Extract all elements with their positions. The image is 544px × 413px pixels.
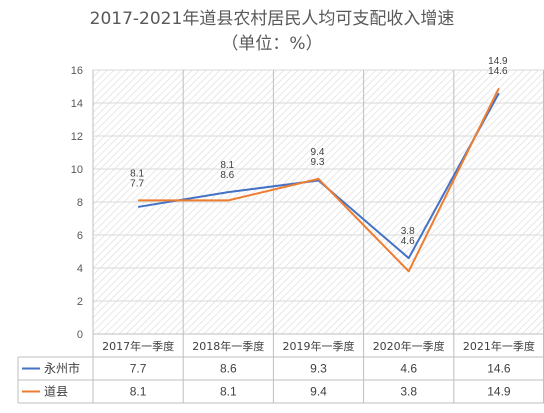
data-label: 8.6 — [220, 170, 234, 181]
series-line-0 — [137, 92, 500, 260]
data-label: 9.4 — [311, 147, 325, 158]
table-cell: 8.6 — [220, 362, 237, 376]
data-label: 3.8 — [401, 226, 415, 237]
legend-label: 道县 — [44, 385, 68, 399]
table-cell: 9.3 — [310, 362, 327, 376]
table-cell: 8.1 — [130, 385, 147, 399]
table-cell: 14.9 — [487, 385, 511, 399]
table-cell: 9.4 — [310, 385, 327, 399]
y-tick-label: 12 — [71, 131, 83, 143]
x-category-label: 2018年一季度 — [192, 339, 264, 353]
data-label: 4.6 — [401, 236, 415, 247]
x-category-label: 2019年一季度 — [283, 339, 355, 353]
y-tick-label: 4 — [77, 263, 83, 275]
y-tick-label: 14 — [71, 98, 83, 110]
table-cell: 3.8 — [400, 385, 417, 399]
data-label: 8.1 — [130, 168, 144, 179]
table-cell: 7.7 — [130, 362, 147, 376]
legend-label: 永州市 — [44, 361, 80, 376]
table-cell: 8.1 — [220, 385, 237, 399]
x-category-label: 2021年一季度 — [463, 339, 535, 353]
data-label: 9.3 — [311, 157, 325, 168]
x-category-label: 2017年一季度 — [102, 339, 174, 353]
y-tick-label: 0 — [77, 329, 83, 341]
data-label: 14.9 — [488, 56, 508, 67]
chart-subtitle: （单位：%） — [221, 34, 322, 54]
data-label: 14.6 — [488, 66, 508, 77]
y-tick-label: 16 — [71, 65, 83, 77]
x-category-label: 2020年一季度 — [373, 339, 445, 353]
table-cell: 4.6 — [400, 362, 417, 376]
y-tick-label: 6 — [77, 230, 83, 242]
y-tick-label: 10 — [71, 164, 83, 176]
data-label: 8.1 — [220, 160, 234, 171]
y-tick-label: 2 — [77, 296, 83, 308]
chart-title: 2017-2021年道县农村居民人均可支配收入增速 — [90, 9, 455, 29]
data-label: 7.7 — [130, 178, 144, 189]
table-cell: 14.6 — [487, 362, 511, 376]
series-line-1 — [138, 87, 500, 273]
y-tick-label: 8 — [77, 197, 83, 209]
